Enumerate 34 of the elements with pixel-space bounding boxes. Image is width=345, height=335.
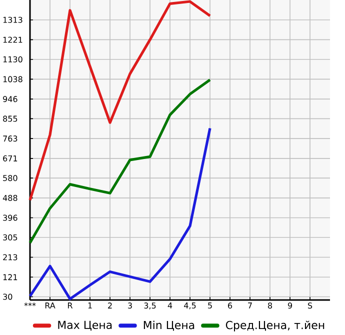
y-tick-label: 213 [3,254,18,260]
y-tick-label: 763 [3,136,18,142]
x-tick-label: R [68,302,73,308]
x-tick-label: 4,5 [184,302,196,310]
x-tick-label: 8 [268,302,272,309]
y-tick-label: 305 [3,234,18,240]
x-tick-label: 3 [128,302,132,309]
x-tick-label: 4 [168,302,172,308]
y-tick-label: 1313 [3,16,22,23]
x-tick-label: 7 [248,302,252,308]
y-tick-label: 580 [3,175,18,182]
y-tick-label: 855 [3,116,18,122]
x-tick-label: 9 [288,302,292,309]
legend-label: Min Цена [144,320,194,331]
line-series [28,78,212,244]
x-tick-label: 1 [88,302,92,308]
x-tick-label: S [308,302,312,309]
x-tick-label: 6 [228,302,232,309]
x-tick-label: 2 [108,302,112,308]
x-tick-label: *** [24,302,36,306]
y-tick-label: 1038 [3,76,22,82]
y-tick-label: 121 [3,274,18,280]
y-tick-label: 396 [3,214,18,221]
y-tick-label: 488 [2,194,18,201]
x-tick-label: 3,5 [144,302,156,310]
y-tick-label: 1221 [3,36,22,43]
x-tick-label: 5 [208,302,212,308]
x-tick-label: RA [45,302,56,308]
y-tick-label: 946 [3,96,18,102]
y-tick-label: 671 [3,155,18,162]
y-tick-label: 30 [3,294,12,300]
legend-label: Сред.Цена, т.йен [226,320,324,332]
y-tick-label: 1130 [3,56,22,62]
legend-label: Max Цена [58,320,112,331]
